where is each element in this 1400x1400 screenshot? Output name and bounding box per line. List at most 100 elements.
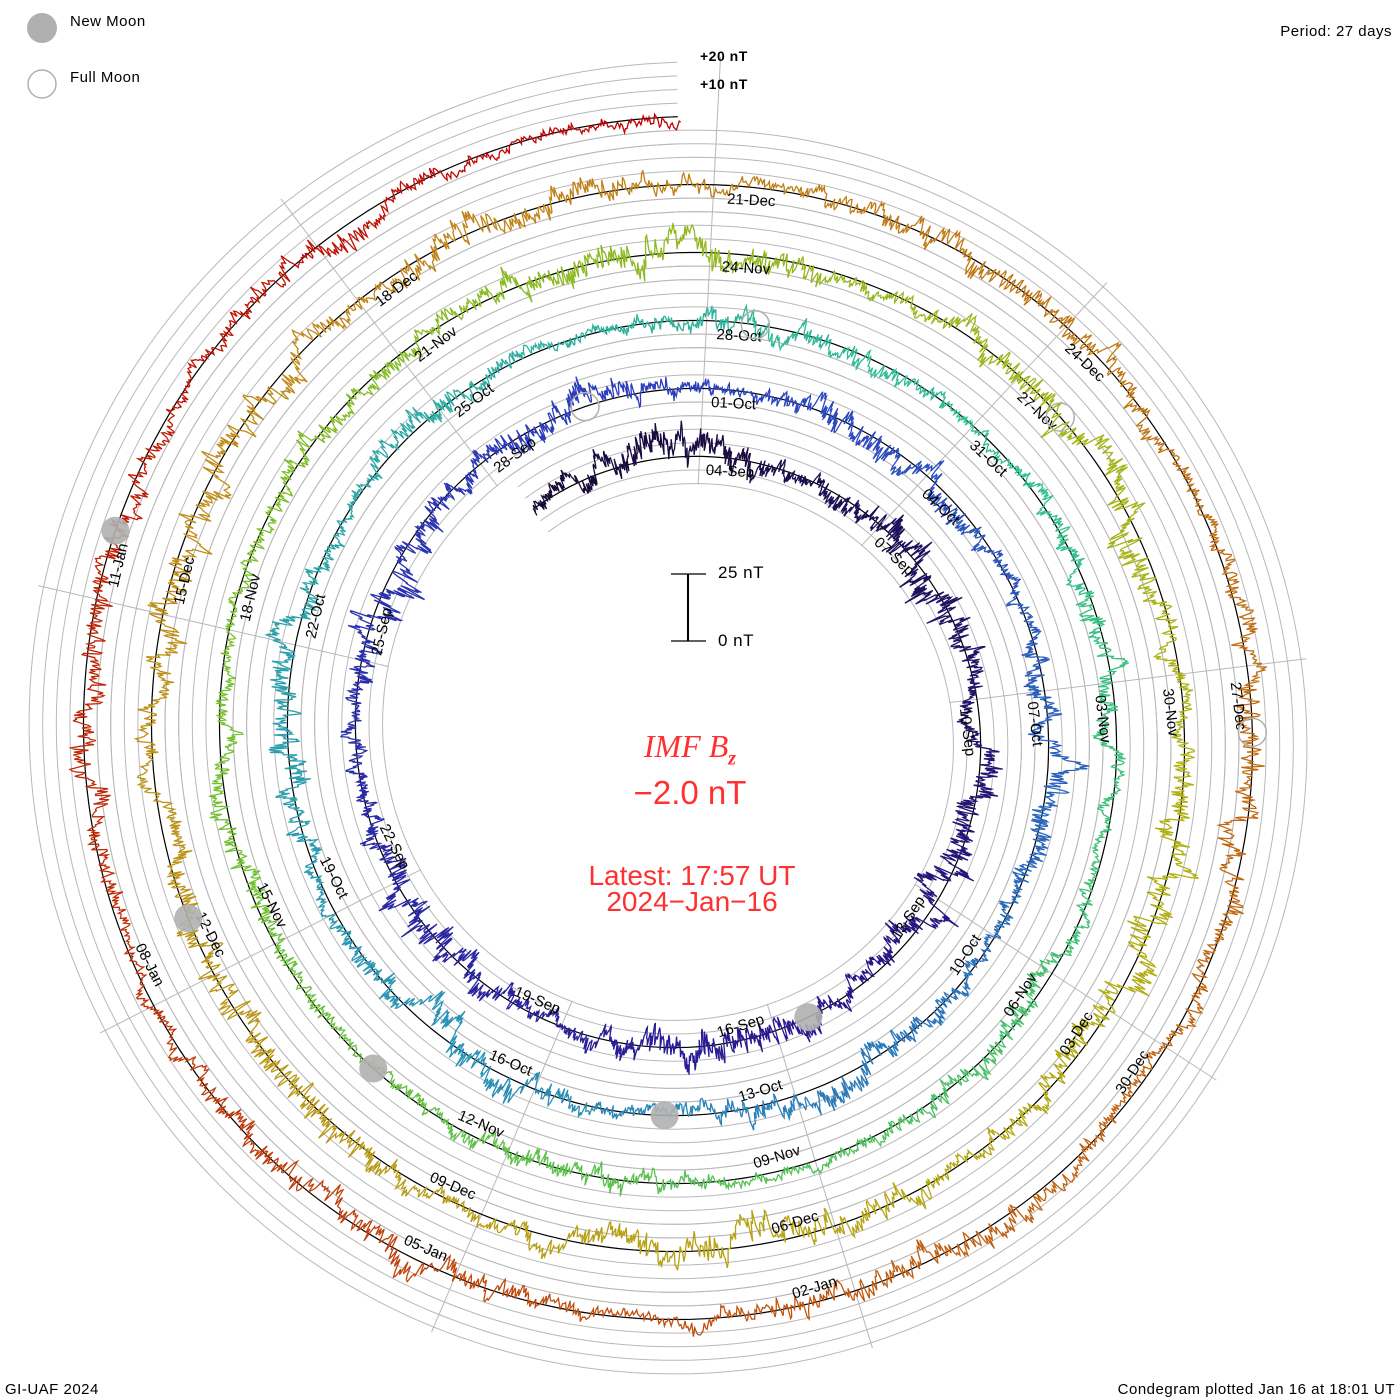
bz-series-segment	[392, 495, 450, 583]
date-spokes	[38, 56, 1307, 1349]
plus10-label: +10 nT	[700, 76, 748, 92]
bz-series-segment	[913, 828, 975, 914]
bz-series-segment	[419, 990, 495, 1092]
bz-series-segment	[400, 916, 482, 995]
date-label: 22-Oct	[303, 592, 330, 640]
bz-series-segment	[176, 909, 262, 1044]
bz-series-segment	[592, 423, 675, 480]
bz-series-segment	[398, 1254, 565, 1311]
bz-series-segment	[1065, 829, 1108, 946]
bz-series-segment	[726, 1016, 817, 1054]
bz-series-segment	[1091, 711, 1126, 831]
bz-series-segment	[412, 350, 517, 424]
bz-series-segment	[359, 837, 431, 924]
bz-series-segment	[673, 420, 752, 476]
bz-series-segment	[999, 944, 1075, 1048]
bz-series-segment	[268, 717, 311, 829]
bz-series-segment	[290, 259, 421, 363]
bz-series-segment	[849, 200, 991, 281]
bz-series-segment	[1022, 378, 1128, 488]
bz-series-segment	[105, 883, 178, 1038]
bz-series-segment	[166, 1036, 279, 1165]
new-moon-marker-icon	[650, 1101, 679, 1130]
bz-series-segment	[488, 1071, 600, 1118]
bz-series-segment	[640, 1022, 728, 1075]
bz-series-segment	[598, 1097, 704, 1120]
bz-series-segment	[885, 519, 945, 605]
footer-credit: GI-UAF 2024	[5, 1381, 99, 1398]
bz-series-segment	[889, 968, 974, 1044]
bz-series-segment	[347, 571, 425, 659]
bz-series-segment	[1015, 1006, 1110, 1127]
bz-series	[68, 112, 1267, 1337]
bz-series-segment	[278, 174, 425, 282]
bz-series-segment	[964, 879, 1023, 969]
bz-series-segment	[1026, 1086, 1134, 1221]
bz-series-segment	[1203, 800, 1259, 955]
bz-series-segment	[1092, 886, 1173, 1014]
bz-series-segment	[443, 434, 525, 501]
bz-series-segment	[468, 981, 560, 1023]
bz-series-segment	[208, 676, 245, 807]
new-moon-marker-icon	[794, 1003, 823, 1032]
bz-series-segment	[270, 1159, 402, 1279]
date-label: 03-Dec	[1056, 1008, 1097, 1058]
new-moon-marker-icon	[174, 904, 203, 933]
bz-series-segment	[346, 409, 422, 510]
scale-bottom-label: 0 nT	[718, 631, 755, 650]
date-spoke	[697, 56, 722, 485]
date-label: 30-Nov	[1159, 687, 1182, 738]
bz-series-segment	[318, 348, 418, 443]
bz-series-segment	[176, 271, 291, 408]
date-label: 13-Sep	[888, 893, 929, 943]
bz-series-segment	[249, 430, 326, 552]
bz-series-segment	[794, 391, 883, 460]
bz-series-segment	[912, 309, 1032, 391]
bz-series-segment	[345, 748, 385, 841]
bz-series-segment	[423, 121, 586, 182]
bz-series-segment	[603, 376, 702, 409]
bz-series-segment	[1127, 952, 1211, 1089]
bz-series-segment	[902, 1041, 1004, 1125]
bz-series-segment	[548, 169, 701, 213]
bz-series-segment	[787, 256, 917, 313]
scale-top-label: 25 nT	[718, 563, 764, 582]
bz-series-segment	[68, 720, 117, 885]
bz-series-segment	[868, 913, 959, 967]
plus20-label: +20 nT	[700, 48, 748, 64]
date-label: 06-Dec	[770, 1207, 822, 1238]
new-moon-legend-label: New Moon	[70, 13, 146, 30]
grid-spiral-line	[42, 75, 1294, 1361]
bz-series-segment	[748, 459, 826, 497]
bz-series-segment	[1146, 750, 1199, 890]
bz-series-segment	[563, 1300, 725, 1337]
bz-series-segment	[945, 508, 1022, 591]
bz-series-segment	[1193, 497, 1258, 647]
bz-series-segment	[874, 444, 958, 518]
grid-spiral-line	[69, 102, 1267, 1334]
full-moon-marker-icon	[1045, 402, 1076, 432]
bz-series-segment	[514, 322, 628, 360]
date-label: 04-Oct	[918, 485, 963, 529]
bz-series-segment	[220, 549, 260, 678]
date-label: 10-Sep	[956, 707, 979, 757]
bz-series-segment	[133, 620, 188, 770]
bz-series-segment	[555, 1021, 643, 1062]
date-label: 28-Oct	[716, 326, 763, 345]
full-moon-marker-icon	[570, 391, 600, 422]
bz-series-segment	[1152, 613, 1195, 752]
bz-series-segment	[699, 175, 853, 212]
date-label: 30-Dec	[1112, 1047, 1153, 1097]
full-moon-marker-icon	[740, 309, 771, 340]
bz-series-segment	[849, 345, 954, 411]
bz-series-segment	[285, 827, 345, 930]
bz-series-segment	[201, 356, 308, 491]
bz-series-segment	[667, 1165, 793, 1191]
date-label: 04-Sep	[705, 462, 754, 482]
bz-series-segment	[622, 1209, 762, 1271]
bz-series-segment	[809, 1040, 899, 1116]
date-label: 21-Dec	[727, 191, 777, 211]
bz-series-segment	[413, 266, 533, 358]
date-label: 24-Nov	[721, 258, 771, 278]
